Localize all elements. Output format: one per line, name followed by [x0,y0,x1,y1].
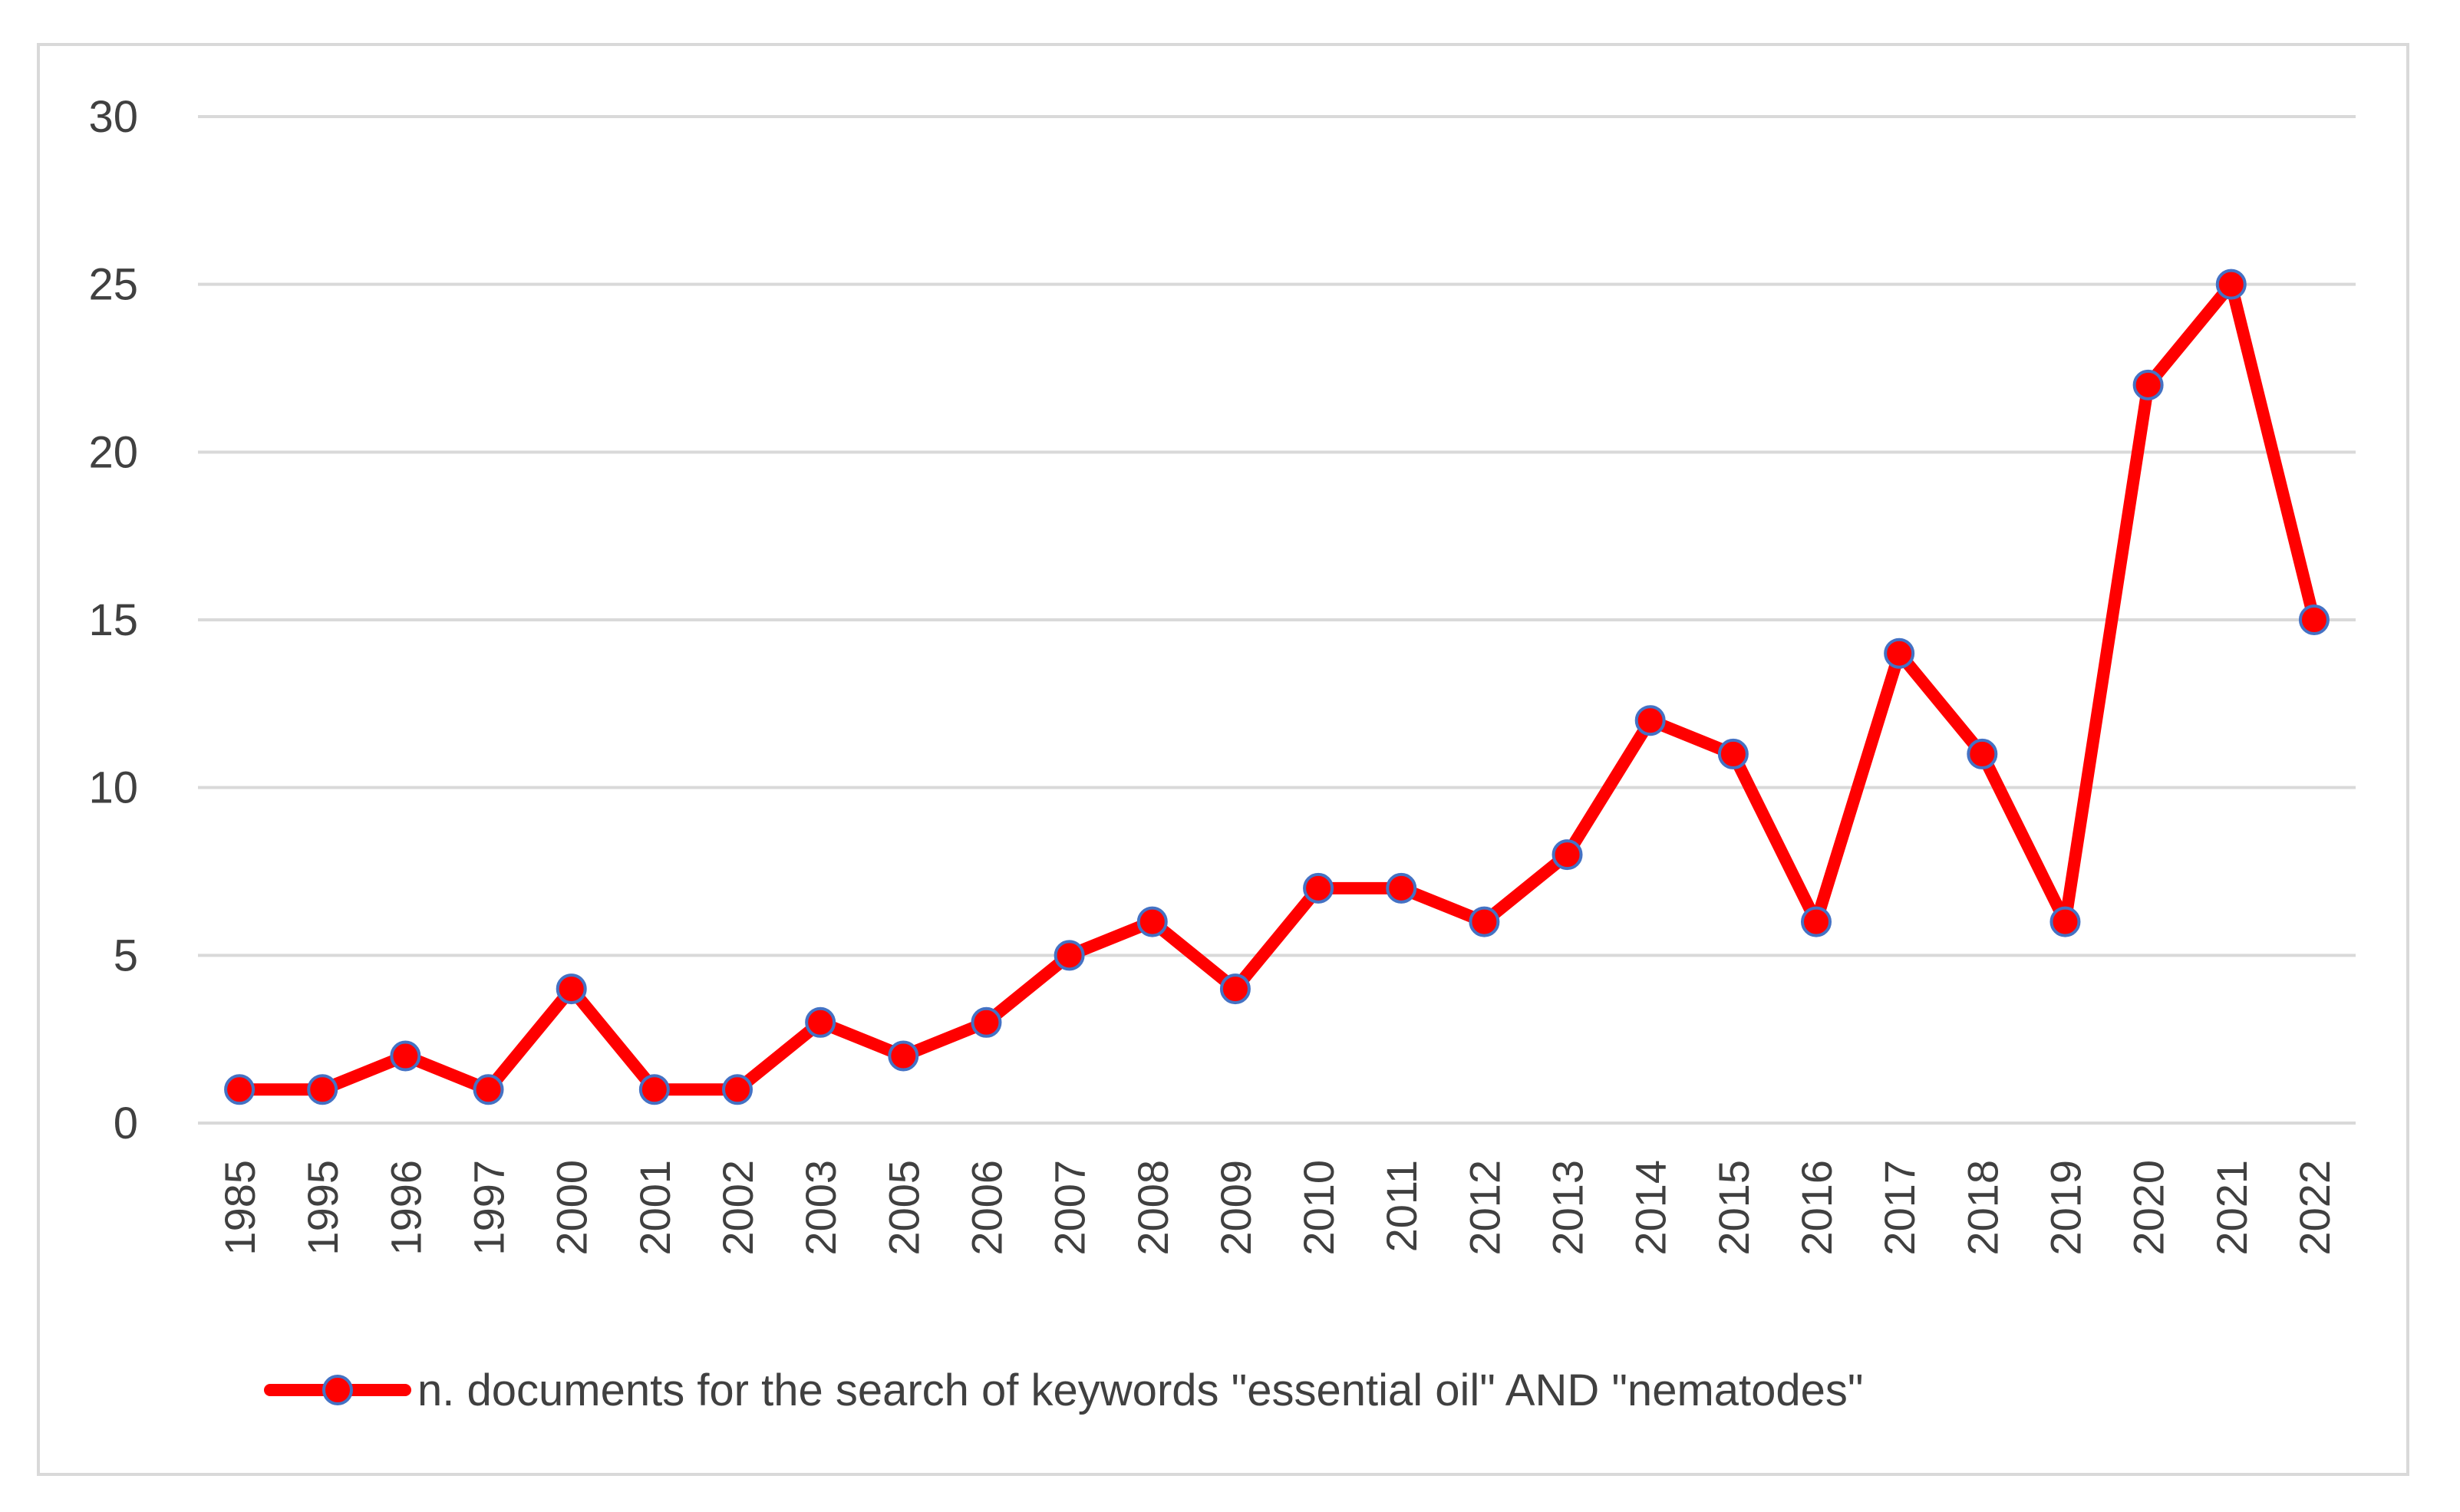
legend: n. documents for the search of keywords … [264,1365,1864,1415]
data-point-2005 [888,1040,919,1072]
data-point-2007 [1054,940,1085,971]
data-point-2008 [1136,906,1168,937]
data-point-1995 [307,1074,338,1105]
legend-marker-swatch [322,1375,353,1405]
x-tick-label: 2018 [1958,1160,2007,1256]
x-tick-label: 1995 [298,1160,347,1256]
data-point-1985 [224,1074,256,1105]
data-point-2012 [1469,906,1500,937]
x-axis-tick-labels: 1985 1995 1996 1997 2000 2001 2002 2003 2005 2006… [216,1160,2339,1256]
x-tick-label: 2007 [1046,1160,1094,1256]
data-point-2010 [1303,872,1334,904]
data-point-2013 [1552,839,1583,871]
series-markers [224,268,2330,1105]
y-tick-label: 5 [114,931,138,980]
data-point-1997 [473,1074,504,1105]
x-tick-label: 2003 [796,1160,845,1256]
data-point-2011 [1386,872,1417,904]
x-tick-label: 2017 [1875,1160,1924,1256]
grid-lines [198,115,2356,1125]
x-tick-label: 2021 [2208,1160,2256,1256]
x-tick-label: 2022 [2290,1160,2339,1256]
x-tick-label: 1985 [216,1160,264,1256]
x-tick-label: 2016 [1792,1160,1841,1256]
y-tick-label: 15 [88,595,138,645]
data-point-2014 [1634,705,1666,736]
y-tick-label: 25 [88,260,138,310]
data-point-2017 [1884,637,1915,669]
x-tick-label: 2013 [1544,1160,1592,1256]
x-tick-label: 2002 [714,1160,762,1256]
x-tick-label: 2005 [879,1160,928,1256]
data-point-2019 [2049,906,2081,937]
data-point-2021 [2215,268,2247,300]
x-tick-label: 2001 [631,1160,679,1256]
data-point-1996 [390,1040,421,1072]
data-point-2001 [638,1074,670,1105]
chart-frame [37,43,2409,1476]
x-tick-label: 2014 [1627,1160,1675,1256]
data-point-2016 [1801,906,1832,937]
x-tick-label: 2011 [1377,1160,1426,1252]
x-tick-label: 2008 [1129,1160,1177,1256]
data-point-2002 [722,1074,753,1105]
x-tick-label: 2015 [1710,1160,1758,1256]
y-tick-label: 30 [88,92,138,142]
x-tick-label: 2012 [1460,1160,1509,1256]
data-point-2018 [1967,738,1998,769]
x-tick-label: 2020 [2125,1160,2173,1256]
series-line [233,278,2320,1096]
y-tick-label: 10 [88,763,138,813]
x-tick-label: 2006 [962,1160,1011,1256]
data-point-2020 [2132,369,2164,400]
y-tick-label: 20 [88,427,138,477]
data-point-2009 [1219,973,1251,1005]
x-tick-label: 1997 [465,1160,513,1256]
data-point-2000 [556,973,587,1005]
data-point-2003 [805,1006,836,1038]
x-tick-label: 2019 [2041,1160,2089,1256]
y-tick-label: 0 [114,1099,138,1148]
x-tick-label: 2009 [1212,1160,1260,1256]
series-line-layer [233,278,2320,1096]
data-point-2022 [2298,604,2330,635]
x-tick-label: 2000 [548,1160,596,1256]
x-tick-label: 1996 [381,1160,430,1256]
y-axis-tick-labels: 0 5 10 15 20 25 30 [88,92,138,1148]
data-point-2006 [971,1006,1002,1038]
data-point-2015 [1717,738,1749,769]
legend-label: n. documents for the search of keywords … [417,1365,1864,1415]
x-tick-label: 2010 [1294,1160,1343,1256]
